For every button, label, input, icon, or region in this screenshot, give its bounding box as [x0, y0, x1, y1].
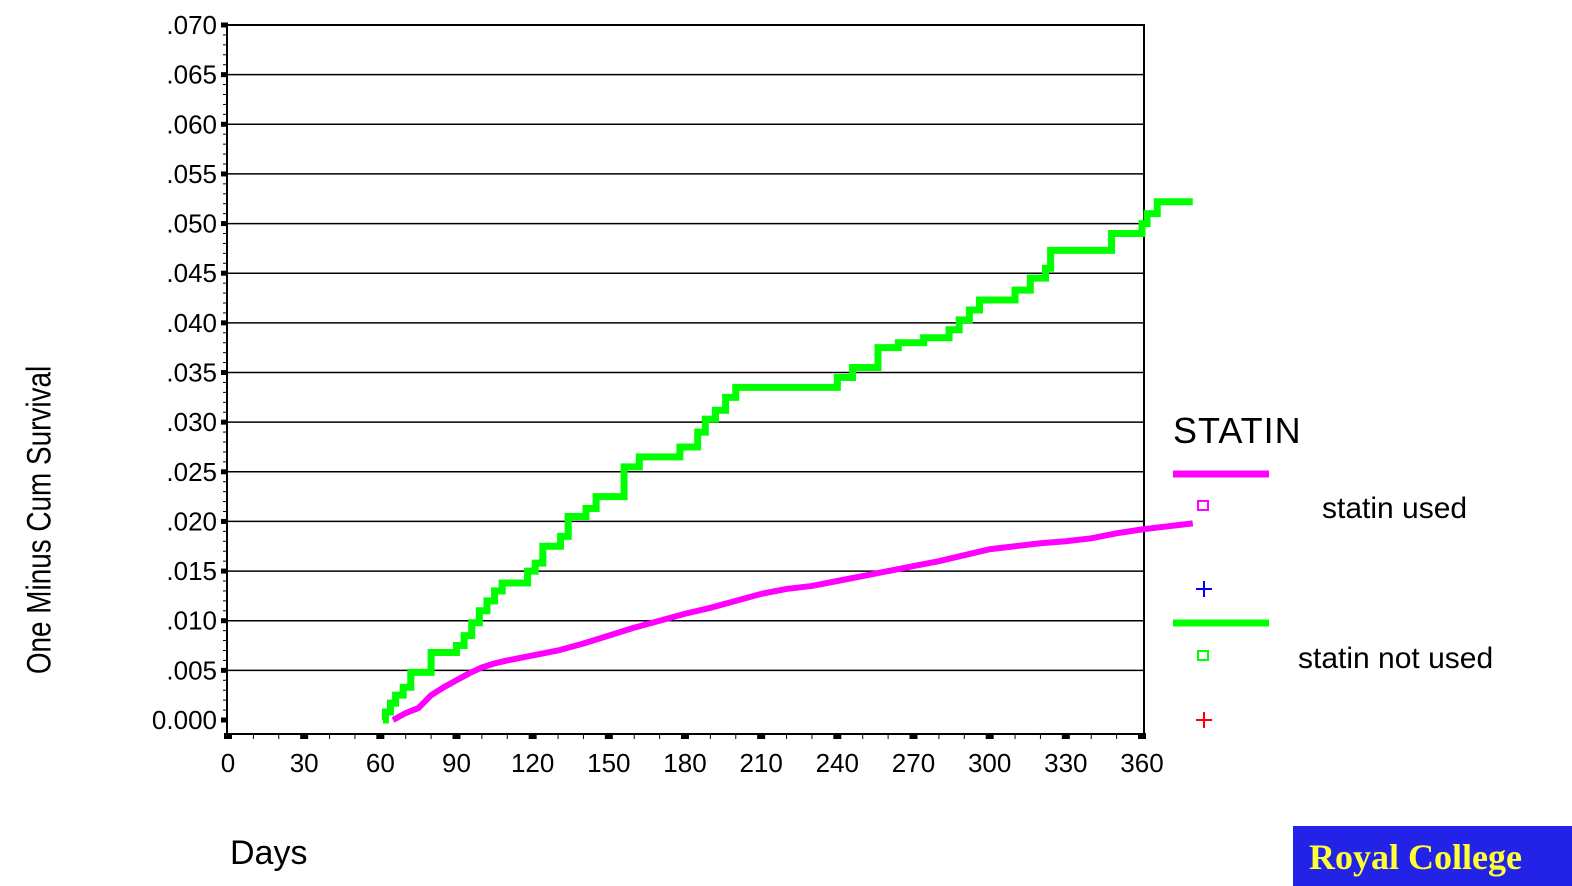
axes: 0.000 .005 .010 .015 .020 .025 .030 .035 .040 .04… [152, 10, 1164, 778]
y-tick-label: .060 [166, 109, 217, 139]
x-tick-label: 270 [892, 748, 935, 778]
y-tick-label: .005 [166, 655, 217, 685]
y-tick-label: .050 [166, 209, 217, 239]
y-tick-label: .020 [166, 506, 217, 536]
x-tick-label: 180 [663, 748, 706, 778]
x-tick-label: 300 [968, 748, 1011, 778]
x-tick-label: 30 [290, 748, 319, 778]
legend-title: STATIN [1173, 410, 1302, 451]
x-tick-label: 60 [366, 748, 395, 778]
footer-banner: Royal College [1293, 826, 1572, 886]
footer-text: Royal College [1309, 837, 1522, 877]
y-tick-label: .045 [166, 258, 217, 288]
x-tick-label: 360 [1120, 748, 1163, 778]
y-tick-label: .010 [166, 606, 217, 636]
legend-marker-statin-used [1197, 500, 1209, 511]
x-axis-label: Days [230, 834, 308, 872]
legend-label-statin-used: statin used [1322, 492, 1468, 525]
gridlines [227, 24, 1144, 672]
series-line-statin-used [391, 520, 1194, 723]
legend-label-statin-not-used: statin not used [1298, 642, 1494, 675]
series-lines [381, 198, 1194, 724]
plot-frame [226, 24, 1145, 735]
y-tick-label: .070 [166, 10, 217, 40]
x-tick-label: 90 [442, 748, 471, 778]
x-tick-label: 150 [587, 748, 630, 778]
y-tick-label: 0.000 [152, 705, 217, 735]
y-tick-label: .025 [166, 457, 217, 487]
y-tick-label: .040 [166, 308, 217, 338]
y-tick-label: .030 [166, 407, 217, 437]
y-tick-label: .015 [166, 556, 217, 586]
y-tick-label: .035 [166, 358, 217, 388]
x-tick-label: 240 [816, 748, 859, 778]
x-tick-label: 120 [511, 748, 554, 778]
y-tick-label: .065 [166, 60, 217, 90]
x-tick-label: 0 [221, 748, 235, 778]
x-tick-label: 210 [739, 748, 782, 778]
series-line-statin-not-used [381, 198, 1193, 724]
x-tick-label: 330 [1044, 748, 1087, 778]
y-tick-label: .055 [166, 159, 217, 189]
legend [1173, 470, 1269, 728]
legend-marker-statin-not-used [1197, 650, 1209, 661]
